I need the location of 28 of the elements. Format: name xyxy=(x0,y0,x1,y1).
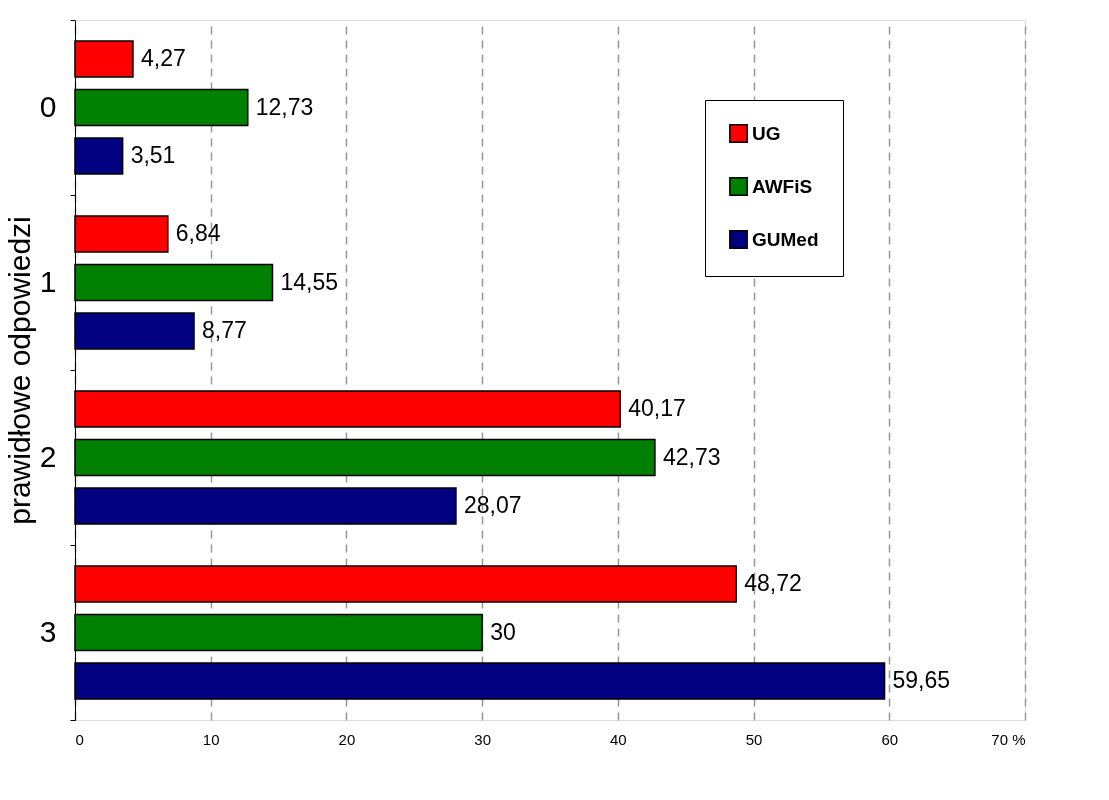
x-tick-label: 50 xyxy=(745,730,763,748)
x-tick-label: 20 xyxy=(338,730,356,748)
x-tick-label: 40 xyxy=(610,730,627,748)
data-label: 59,65 xyxy=(892,667,951,694)
y-tick-label: 3 xyxy=(39,615,57,648)
data-label: 40,17 xyxy=(628,394,686,421)
x-tick-label: 10 xyxy=(202,730,220,748)
y-tick-label: 0 xyxy=(39,90,57,123)
data-label: 8,77 xyxy=(202,317,247,344)
y-tick-label: 1 xyxy=(39,265,57,298)
legend-label: AWFiS xyxy=(752,175,813,197)
legend-label: UG xyxy=(752,122,781,144)
data-label: 6,84 xyxy=(175,219,221,246)
data-label: 4,27 xyxy=(140,44,186,71)
data-label: 30 xyxy=(490,618,516,645)
legend-label: GUMed xyxy=(752,228,819,250)
x-tick-label: 60 xyxy=(881,730,899,748)
x-tick-label: 0 xyxy=(75,730,84,748)
x-tick-label: 30 xyxy=(474,730,491,748)
data-label: 28,07 xyxy=(463,492,522,519)
y-axis-title: prawidłowe odpowiedzi xyxy=(2,216,36,525)
y-tick-label: 2 xyxy=(39,440,57,473)
data-label: 48,72 xyxy=(744,569,802,596)
x-tick-label: 70 % xyxy=(991,730,1026,748)
data-label: 3,51 xyxy=(130,142,176,169)
data-label: 14,55 xyxy=(280,268,339,295)
data-label: 42,73 xyxy=(662,443,721,470)
data-label: 12,73 xyxy=(255,93,314,120)
